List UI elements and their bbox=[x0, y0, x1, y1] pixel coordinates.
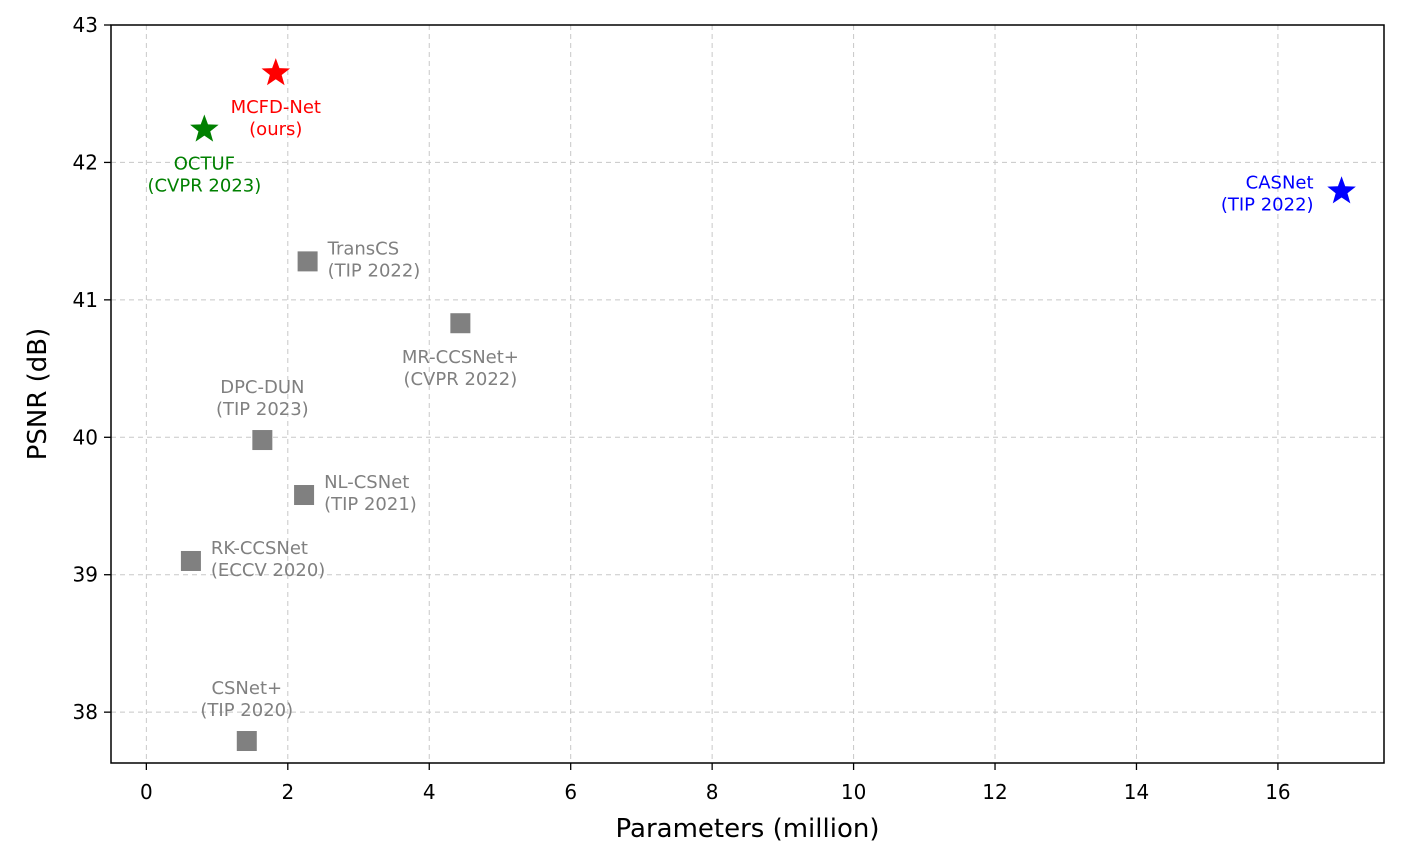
y-tick-label: 38 bbox=[73, 700, 98, 724]
point-label-name: OCTUF bbox=[174, 153, 235, 174]
square-marker bbox=[252, 430, 273, 451]
x-tick-label: 0 bbox=[140, 780, 153, 804]
square-marker bbox=[236, 731, 257, 752]
y-tick-label: 39 bbox=[73, 563, 98, 587]
x-tick-label: 8 bbox=[706, 780, 719, 804]
square-marker bbox=[450, 313, 471, 334]
star-marker bbox=[1327, 176, 1356, 204]
point-label-venue: (TIP 2023) bbox=[216, 399, 309, 420]
point-label-venue: (ours) bbox=[249, 119, 302, 140]
square-marker bbox=[297, 251, 318, 272]
point-label-venue: (TIP 2022) bbox=[1221, 194, 1314, 215]
x-tick-label: 12 bbox=[982, 780, 1007, 804]
star-marker bbox=[261, 58, 291, 86]
data-point: MCFD-Net(ours) bbox=[231, 58, 321, 140]
point-label-name: CASNet bbox=[1246, 172, 1314, 193]
y-tick-label: 43 bbox=[73, 13, 98, 37]
x-axis-ticks: 0 2 4 6 8 10 12 14 16 bbox=[140, 763, 1291, 804]
point-label-venue: (TIP 2021) bbox=[324, 494, 417, 515]
y-tick-label: 40 bbox=[73, 425, 98, 449]
point-label-venue: (CVPR 2022) bbox=[403, 369, 517, 390]
data-point: CASNet(TIP 2022) bbox=[1221, 172, 1356, 215]
data-point: OCTUF(CVPR 2023) bbox=[147, 114, 261, 196]
square-marker bbox=[180, 550, 201, 571]
point-label-venue: (CVPR 2023) bbox=[147, 175, 261, 196]
data-point: DPC-DUN(TIP 2023) bbox=[216, 377, 309, 451]
x-tick-label: 14 bbox=[1124, 780, 1149, 804]
data-point: MR-CCSNet+(CVPR 2022) bbox=[402, 313, 519, 390]
data-point: TransCS(TIP 2022) bbox=[297, 238, 421, 281]
point-label-venue: (ECCV 2020) bbox=[211, 560, 325, 581]
point-label-name: RK-CCSNet bbox=[211, 538, 308, 559]
plot-frame bbox=[110, 24, 1385, 764]
data-point: CSNet+(TIP 2020) bbox=[200, 678, 293, 752]
y-axis-ticks: 38 39 40 41 42 43 bbox=[73, 13, 111, 724]
x-tick-label: 2 bbox=[281, 780, 294, 804]
data-points: MCFD-Net(ours)OCTUF(CVPR 2023) CASNet(TIP… bbox=[147, 58, 1356, 752]
y-tick-label: 42 bbox=[73, 150, 98, 174]
x-tick-label: 4 bbox=[423, 780, 436, 804]
point-label-name: NL-CSNet bbox=[324, 472, 409, 493]
star-marker bbox=[190, 114, 219, 142]
data-point: RK-CCSNet(ECCV 2020) bbox=[180, 538, 325, 581]
point-label-name: MCFD-Net bbox=[231, 97, 321, 118]
point-label-name: TransCS bbox=[327, 238, 400, 259]
point-label-venue: (TIP 2020) bbox=[200, 700, 293, 721]
point-label-name: DPC-DUN bbox=[220, 377, 304, 398]
x-tick-label: 16 bbox=[1265, 780, 1290, 804]
point-label-venue: (TIP 2022) bbox=[328, 260, 421, 281]
x-tick-label: 6 bbox=[564, 780, 577, 804]
point-label-name: MR-CCSNet+ bbox=[402, 347, 519, 368]
y-axis-label: PSNR (dB) bbox=[23, 328, 53, 461]
grid bbox=[111, 24, 1384, 763]
y-tick-label: 41 bbox=[73, 288, 98, 312]
data-point: NL-CSNet(TIP 2021) bbox=[294, 472, 417, 515]
square-marker bbox=[294, 485, 315, 506]
point-label-name: CSNet+ bbox=[211, 678, 282, 699]
x-axis-label: Parameters (million) bbox=[616, 814, 880, 844]
x-tick-label: 10 bbox=[841, 780, 866, 804]
